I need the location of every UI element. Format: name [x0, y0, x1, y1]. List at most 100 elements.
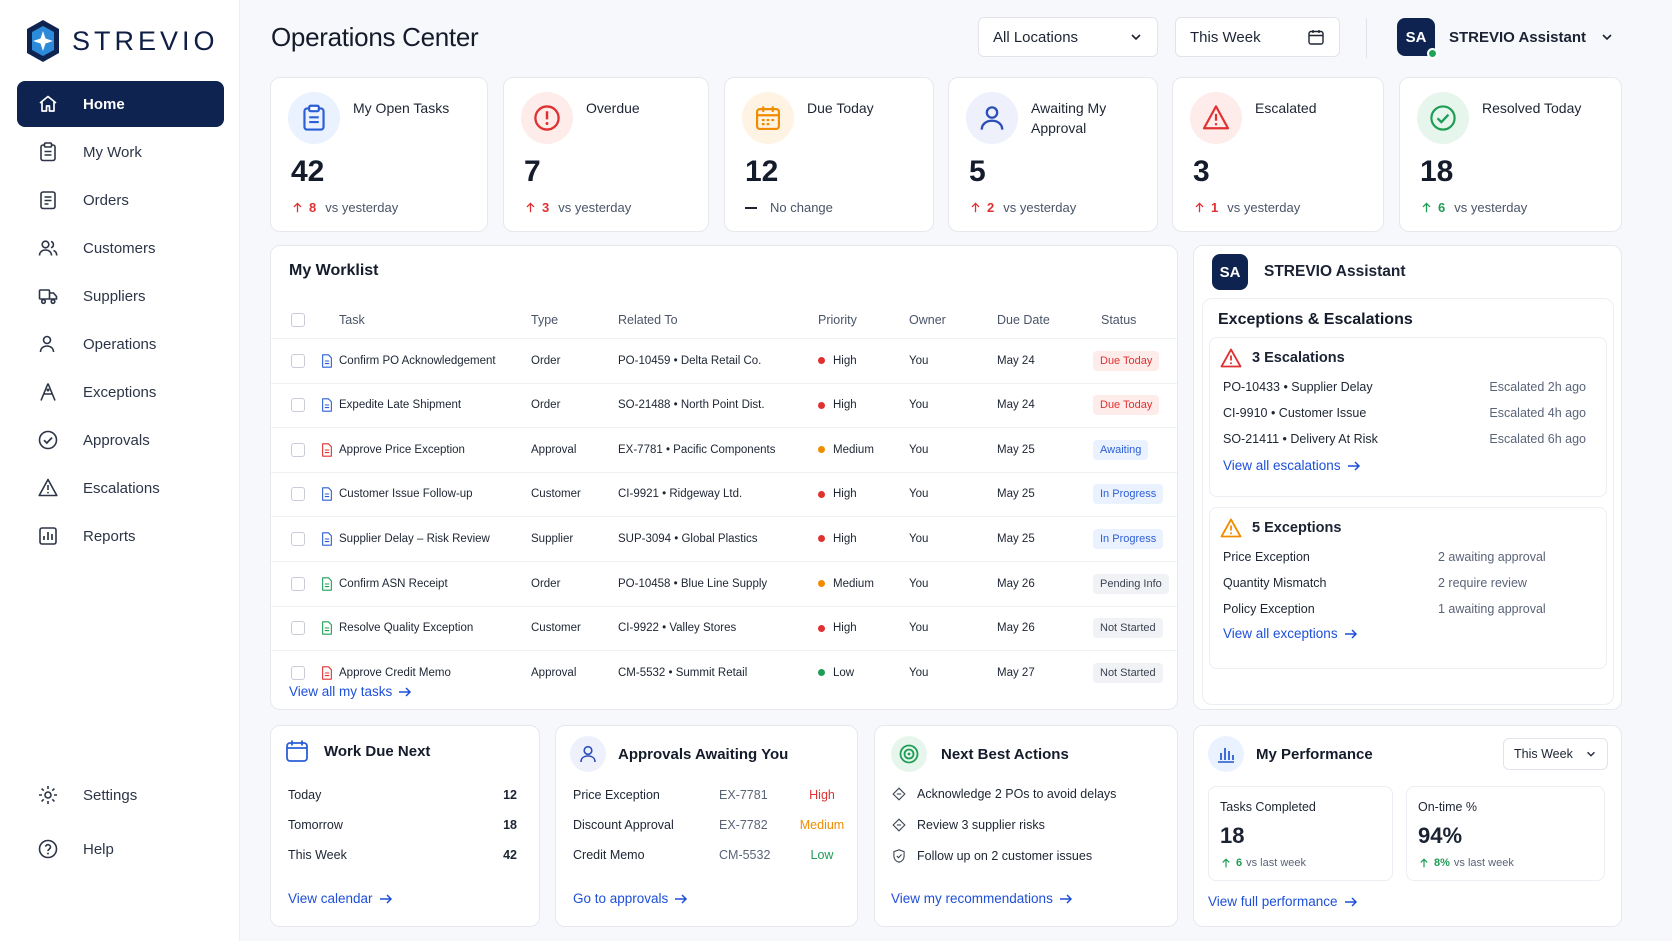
doc-icon [322, 487, 332, 502]
column-header[interactable]: Status [1101, 313, 1137, 327]
column-header[interactable]: Due Date [997, 313, 1050, 327]
go-to-approvals-link[interactable]: Go to approvals [573, 891, 688, 906]
row-checkbox[interactable] [291, 428, 305, 471]
location-select[interactable]: All Locations [978, 17, 1158, 57]
task-related[interactable]: PO-10458 • Blue Line Supply [618, 577, 768, 590]
task-name[interactable]: Customer Issue Follow-up [339, 488, 473, 501]
kpi-delta: 6 [1438, 200, 1446, 215]
action-item[interactable]: Acknowledge 2 POs to avoid delays [891, 786, 1116, 802]
task-related[interactable]: CI-9922 • Valley Stores [618, 622, 737, 635]
task-related[interactable]: CM-5532 • Summit Retail [618, 666, 748, 679]
task-name[interactable]: Approve Credit Memo [339, 666, 451, 679]
user-icon [980, 106, 1004, 130]
column-header[interactable]: Task [339, 313, 365, 327]
sidebar-item-escalations[interactable]: Escalations [17, 465, 224, 511]
user-menu[interactable]: SA STREVIO Assistant [1397, 18, 1614, 59]
performance-period-select[interactable]: This Week [1503, 738, 1608, 770]
kpi-card[interactable]: Resolved Today 18 6 vs yesterday [1399, 77, 1622, 232]
task-related[interactable]: SO-21488 • North Point Dist. [618, 399, 765, 412]
task-related[interactable]: EX-7781 • Pacific Components [618, 443, 776, 456]
task-icon [319, 607, 335, 650]
view-calendar-link[interactable]: View calendar [288, 891, 393, 906]
sidebar-item-approvals[interactable]: Approvals [17, 417, 224, 463]
task-related[interactable]: SUP-3094 • Global Plastics [618, 532, 758, 545]
column-header[interactable]: Related To [618, 313, 678, 327]
kpi-card[interactable]: Due Today 12 No change [724, 77, 934, 232]
kpi-card[interactable]: Awaiting My Approval 5 2 vs yesterday [948, 77, 1158, 232]
row-checkbox[interactable] [291, 473, 305, 516]
view-all-exceptions-link[interactable]: View all exceptions [1223, 626, 1358, 641]
sidebar-item-settings[interactable]: Settings [17, 772, 224, 818]
column-header[interactable]: Owner [909, 313, 946, 327]
exception-item[interactable]: Price Exception [1223, 550, 1310, 564]
task-name[interactable]: Resolve Quality Exception [339, 622, 474, 635]
column-header[interactable]: Priority [818, 313, 857, 327]
sidebar-item-suppliers[interactable]: Suppliers [17, 273, 224, 319]
table-row[interactable]: Customer Issue Follow-up Customer CI-992… [271, 471, 1177, 516]
table-row[interactable]: Confirm ASN Receipt Order PO-10458 • Blu… [271, 561, 1177, 605]
kpi-card[interactable]: Escalated 3 1 vs yesterday [1172, 77, 1384, 232]
row-checkbox[interactable] [291, 562, 305, 605]
table-row[interactable]: Approve Price Exception Approval EX-7781… [271, 427, 1177, 471]
task-name[interactable]: Confirm PO Acknowledgement [339, 354, 496, 367]
row-checkbox[interactable] [291, 651, 305, 694]
approval-label[interactable]: Price Exception [573, 788, 660, 802]
task-related[interactable]: CI-9921 • Ridgeway Ltd. [618, 488, 743, 501]
task-name[interactable]: Expedite Late Shipment [339, 399, 462, 412]
approvals-title: Approvals Awaiting You [618, 745, 789, 763]
task-priority: High [818, 473, 857, 516]
column-header[interactable]: Type [531, 313, 559, 327]
select-all-checkbox[interactable] [291, 302, 305, 338]
row-checkbox[interactable] [291, 517, 305, 560]
escalation-item[interactable]: PO-10433 • Supplier Delay [1223, 380, 1373, 394]
action-item[interactable]: Follow up on 2 customer issues [891, 848, 1092, 864]
task-type: Approval [531, 666, 577, 679]
row-checkbox[interactable] [291, 339, 305, 382]
escalation-item[interactable]: CI-9910 • Customer Issue [1223, 406, 1367, 420]
table-row[interactable]: Resolve Quality Exception Customer CI-99… [271, 605, 1177, 650]
sidebar-item-home[interactable]: Home [17, 81, 224, 127]
approval-label[interactable]: Discount Approval [573, 818, 674, 832]
table-row[interactable]: Expedite Late Shipment Order SO-21488 • … [271, 382, 1177, 427]
kpi-card[interactable]: Overdue 7 3 vs yesterday [503, 77, 709, 232]
sidebar-item-reports[interactable]: Reports [17, 513, 224, 559]
calendar-icon [286, 740, 308, 762]
sidebar-item-customers[interactable]: Customers [17, 225, 224, 271]
task-name[interactable]: Approve Price Exception [339, 443, 465, 456]
sidebar-item-exceptions[interactable]: Exceptions [17, 369, 224, 415]
status-badge: Not Started [1093, 651, 1163, 694]
sidebar-item-help[interactable]: Help [17, 826, 224, 872]
action-item[interactable]: Review 3 supplier risks [891, 817, 1045, 833]
kpi-card[interactable]: My Open Tasks 42 8 vs yesterday [270, 77, 488, 232]
task-name[interactable]: Confirm ASN Receipt [339, 577, 448, 590]
exception-item[interactable]: Policy Exception [1223, 602, 1315, 616]
view-all-escalations-link[interactable]: View all escalations [1223, 458, 1361, 473]
table-row[interactable]: Confirm PO Acknowledgement Order PO-1045… [271, 338, 1177, 382]
approval-priority: Medium [799, 818, 845, 832]
clipboard-icon [40, 142, 56, 162]
sidebar-item-label: Approvals [83, 431, 150, 449]
no-change-icon [745, 206, 757, 209]
view-all-tasks-link[interactable]: View all my tasks [289, 684, 412, 699]
row-checkbox[interactable] [291, 607, 305, 650]
brand-logo[interactable]: STREVIO [24, 18, 219, 64]
task-name[interactable]: Supplier Delay – Risk Review [339, 532, 490, 545]
table-row[interactable]: Supplier Delay – Risk Review Supplier SU… [271, 516, 1177, 560]
sidebar-item-orders[interactable]: Orders [17, 177, 224, 223]
approval-label[interactable]: Credit Memo [573, 848, 645, 862]
task-related[interactable]: PO-10459 • Delta Retail Co. [618, 354, 762, 367]
period-select[interactable]: This Week [1175, 17, 1340, 57]
row-checkbox[interactable] [291, 384, 305, 427]
assistant-name: STREVIO Assistant [1264, 263, 1406, 280]
exception-item[interactable]: Quantity Mismatch [1223, 576, 1327, 590]
arrow-up-icon [971, 202, 980, 213]
sidebar-item-my-work[interactable]: My Work [17, 129, 224, 175]
arrow-up-icon [526, 202, 535, 213]
escalation-item[interactable]: SO-21411 • Delivery At Risk [1223, 432, 1378, 446]
view-performance-link[interactable]: View full performance [1208, 894, 1358, 909]
sidebar-item-operations[interactable]: Operations [17, 321, 224, 367]
table-row[interactable]: Approve Credit Memo Approval CM-5532 • S… [271, 650, 1177, 694]
status-badge: Not Started [1093, 607, 1163, 650]
view-recommendations-link[interactable]: View my recommendations [891, 891, 1073, 906]
task-type: Supplier [531, 532, 574, 545]
